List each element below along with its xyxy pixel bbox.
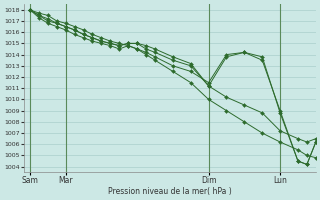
X-axis label: Pression niveau de la mer( hPa ): Pression niveau de la mer( hPa ) xyxy=(108,187,232,196)
